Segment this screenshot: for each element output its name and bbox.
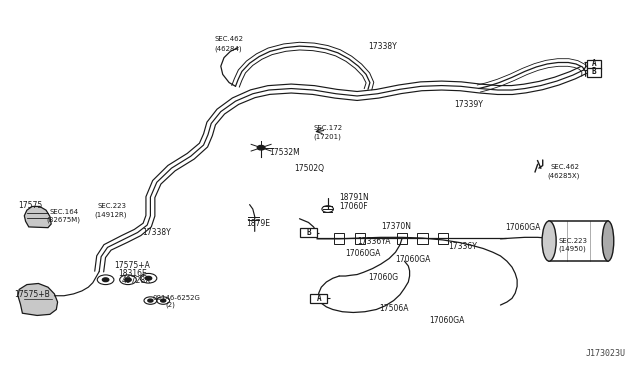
- FancyBboxPatch shape: [587, 68, 601, 77]
- Text: (17201): (17201): [314, 134, 342, 140]
- Bar: [397, 232, 407, 244]
- Text: 17575+A: 17575+A: [114, 262, 150, 270]
- Text: 17060GA: 17060GA: [506, 223, 541, 232]
- Text: (2): (2): [165, 302, 175, 308]
- Text: J173023U: J173023U: [586, 349, 626, 358]
- Polygon shape: [18, 283, 58, 315]
- Text: SEC.462: SEC.462: [214, 36, 243, 42]
- Text: 17060GA: 17060GA: [429, 316, 464, 325]
- Circle shape: [148, 299, 153, 302]
- Text: 17060GA: 17060GA: [346, 249, 381, 258]
- Text: 49728X: 49728X: [122, 276, 151, 285]
- Polygon shape: [24, 206, 51, 228]
- Circle shape: [102, 278, 109, 282]
- Text: 17336YA: 17336YA: [357, 237, 390, 246]
- Text: (46285X): (46285X): [547, 172, 580, 179]
- Text: 17060G: 17060G: [369, 273, 399, 282]
- Text: 17575+B: 17575+B: [14, 290, 50, 299]
- Text: 17060GA: 17060GA: [395, 255, 430, 264]
- Text: B: B: [591, 67, 596, 76]
- Text: 18791N: 18791N: [339, 193, 369, 202]
- Text: A: A: [316, 294, 321, 303]
- Circle shape: [161, 299, 166, 302]
- Bar: [417, 232, 428, 244]
- Text: 17336Y: 17336Y: [448, 242, 477, 251]
- Text: 17506A: 17506A: [380, 304, 409, 312]
- Text: 1879E: 1879E: [246, 219, 270, 228]
- Circle shape: [145, 276, 152, 280]
- Circle shape: [257, 145, 265, 150]
- Text: SEC.164: SEC.164: [50, 209, 79, 215]
- FancyBboxPatch shape: [310, 294, 327, 303]
- FancyBboxPatch shape: [300, 228, 317, 237]
- Text: (B2675M): (B2675M): [46, 217, 80, 224]
- Text: 08146-6252G: 08146-6252G: [152, 295, 200, 301]
- Text: (46284): (46284): [214, 45, 242, 52]
- Text: SEC.223: SEC.223: [97, 203, 126, 209]
- Text: SEC.223: SEC.223: [558, 238, 587, 244]
- Text: 17060F: 17060F: [339, 202, 368, 211]
- Text: 17339Y: 17339Y: [454, 100, 483, 109]
- Text: 17370N: 17370N: [381, 222, 411, 231]
- Text: 17532M: 17532M: [269, 148, 300, 157]
- FancyBboxPatch shape: [587, 60, 601, 69]
- Text: (14950): (14950): [558, 246, 586, 253]
- Ellipse shape: [602, 221, 614, 261]
- Bar: [549, 221, 608, 261]
- Text: B: B: [306, 228, 311, 237]
- Text: (14912R): (14912R): [95, 212, 127, 218]
- Text: 17575: 17575: [18, 201, 42, 210]
- Bar: [334, 232, 344, 244]
- Text: 17338Y: 17338Y: [142, 228, 171, 237]
- Text: 17338Y: 17338Y: [368, 42, 397, 51]
- Text: SEC.462: SEC.462: [550, 164, 579, 170]
- Bar: [438, 233, 448, 244]
- Bar: [355, 232, 365, 244]
- Text: A: A: [591, 60, 596, 68]
- Ellipse shape: [542, 221, 556, 261]
- Text: SEC.172: SEC.172: [314, 125, 343, 131]
- Text: 18316E: 18316E: [118, 269, 147, 278]
- Circle shape: [125, 278, 131, 282]
- Text: 17502Q: 17502Q: [294, 164, 324, 173]
